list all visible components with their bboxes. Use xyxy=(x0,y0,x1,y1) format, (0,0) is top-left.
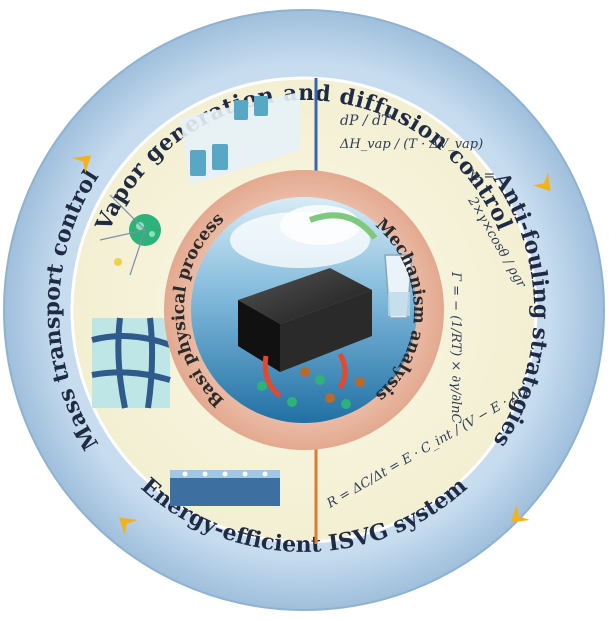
ion-particle-icon xyxy=(99,194,161,276)
evaporator-block-icon xyxy=(238,268,372,372)
vapor-illustration xyxy=(180,92,300,185)
membrane-illustration xyxy=(170,470,280,506)
core-photo xyxy=(191,197,417,423)
equation-capillary-lhs: h = xyxy=(470,168,495,184)
water-glass-icon xyxy=(384,254,413,319)
membrane-icon xyxy=(91,317,172,409)
equation-gibbs: Γ = − (1/RT) × ∂γ/∂lnC xyxy=(448,271,463,424)
cycle-arrow-icon xyxy=(72,155,551,536)
equation-clausius-rhs: ΔH_vap / (T · ΔV_vap) xyxy=(339,137,483,152)
equation-clausius-lhs: dP / dT xyxy=(340,113,392,129)
